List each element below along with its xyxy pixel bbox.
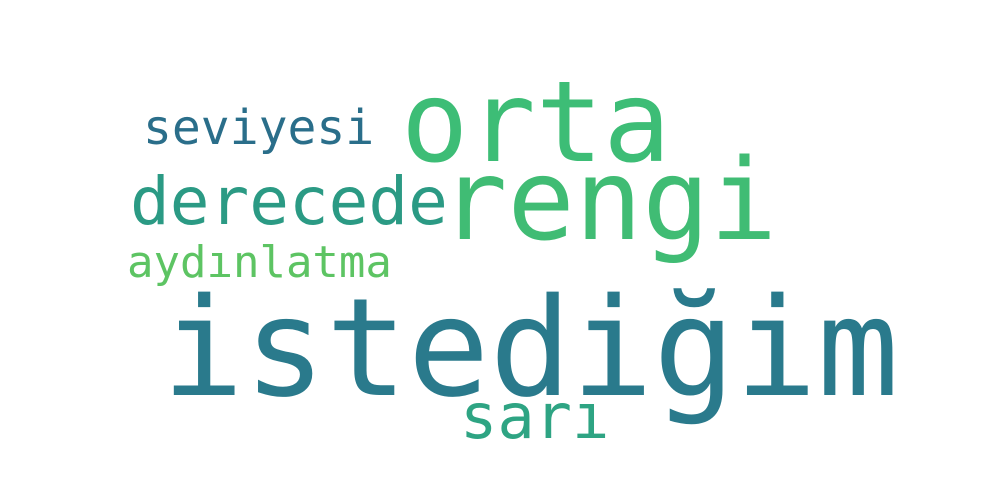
word-sari: sarı <box>460 380 610 453</box>
word-derecede: derecede <box>130 163 448 240</box>
word-istedigim: istediğim <box>162 270 899 428</box>
word-rengi: rengi <box>440 136 778 266</box>
word-seviyesi: seviyesi <box>143 100 375 156</box>
word-aydinlatma: aydınlatma <box>127 237 392 288</box>
word-orta: orta <box>401 58 671 188</box>
